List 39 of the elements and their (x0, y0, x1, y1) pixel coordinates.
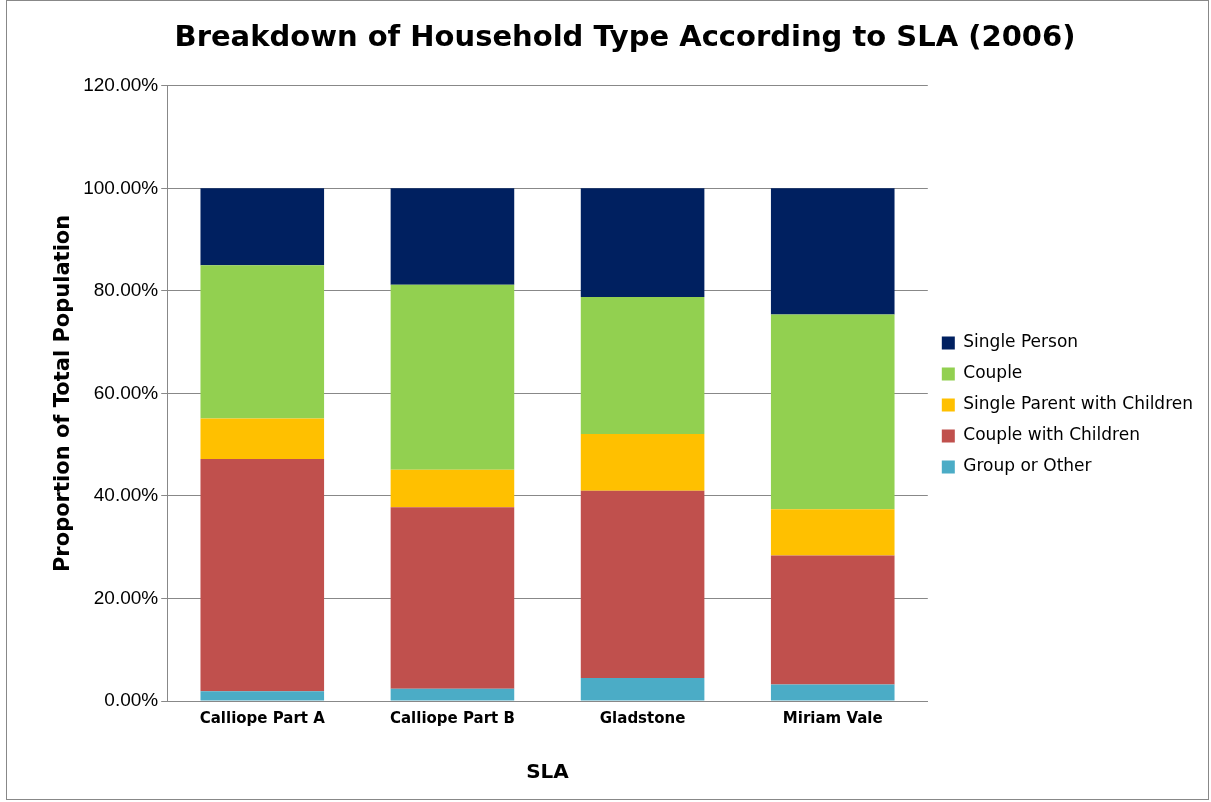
y-tick-label: 60.00% (93, 381, 159, 403)
x-tick-label: Calliope Part B (389, 708, 515, 727)
legend-label: Single Person (963, 331, 1079, 352)
y-tick-label: 100.00% (83, 176, 159, 198)
bar (390, 688, 515, 701)
bar (200, 691, 325, 701)
bar (770, 555, 895, 685)
y-tick-label: 20.00% (93, 586, 159, 608)
bar (580, 188, 705, 298)
y-axis-title: Proportion of Total Population (50, 214, 75, 573)
bar (580, 677, 705, 701)
bar (580, 433, 705, 491)
bar (390, 507, 515, 689)
y-tick-label: 80.00% (93, 279, 159, 301)
bar (390, 188, 515, 285)
bar (770, 314, 895, 510)
x-tick-label: Miriam Vale (782, 708, 883, 727)
y-tick-label: 120.00% (83, 74, 159, 96)
bar (580, 490, 705, 678)
x-tick-label: Gladstone (599, 708, 686, 727)
bar (770, 188, 895, 315)
legend-label: Group or Other (963, 455, 1092, 476)
bar (390, 469, 515, 508)
x-tick-label: Calliope Part A (199, 708, 326, 727)
bar (390, 284, 515, 470)
legend-label: Single Parent with Children (963, 393, 1194, 414)
bar (770, 684, 895, 701)
bar (200, 418, 325, 460)
chart-title: Breakdown of Household Type According to SLA (2006) (174, 18, 1076, 53)
y-tick-label: 40.00% (93, 484, 159, 506)
legend-label: Couple (963, 362, 1023, 383)
bar (200, 188, 325, 266)
y-tick-label: 0.00% (104, 689, 159, 711)
bar (200, 265, 325, 419)
bar (770, 509, 895, 556)
bar (580, 297, 705, 434)
bar (200, 459, 325, 692)
x-axis-title: SLA (526, 759, 570, 784)
legend-label: Couple with Children (963, 424, 1140, 445)
